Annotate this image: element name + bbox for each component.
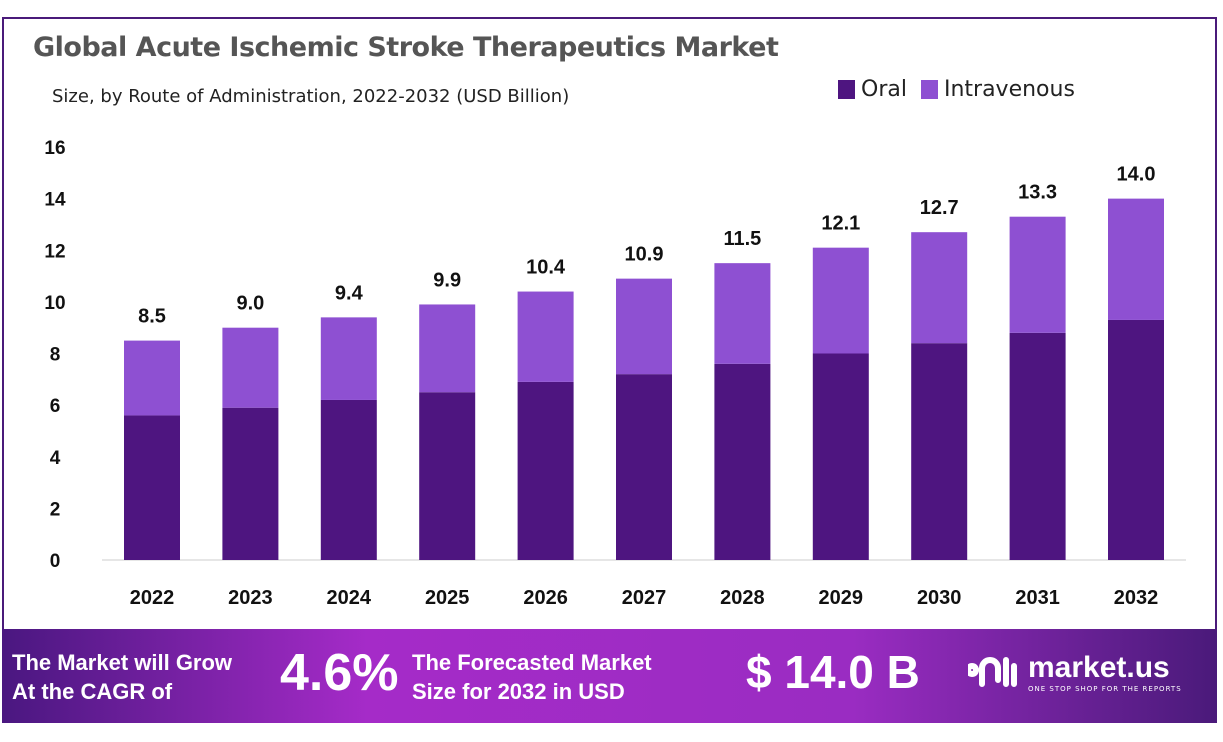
data-label-total: 8.5 bbox=[138, 306, 166, 328]
x-tick-label: 2022 bbox=[130, 587, 175, 609]
data-label-total: 9.4 bbox=[335, 282, 364, 304]
legend: Oral Intravenous bbox=[838, 77, 1075, 102]
bar-intravenous-2030 bbox=[911, 232, 968, 344]
x-tick-label: 2028 bbox=[720, 587, 765, 609]
banner-text-grow: The Market will Grow bbox=[12, 650, 233, 675]
data-label-total: 10.4 bbox=[526, 257, 566, 279]
chart-title: Global Acute Ischemic Stroke Therapeutic… bbox=[33, 32, 779, 63]
bar-intravenous-2027 bbox=[616, 278, 672, 375]
data-label-total: 13.3 bbox=[1018, 182, 1057, 204]
y-tick-label: 2 bbox=[50, 499, 61, 520]
bar-oral-2028 bbox=[714, 363, 771, 560]
bar-intravenous-2024 bbox=[320, 317, 377, 400]
x-tick-label: 2026 bbox=[523, 587, 568, 609]
bar-oral-2027 bbox=[616, 374, 672, 560]
chart-frame bbox=[2, 17, 1217, 629]
y-tick-label: 16 bbox=[44, 138, 65, 159]
legend-swatch-intravenous bbox=[920, 80, 938, 99]
bar-intravenous-2025 bbox=[419, 304, 476, 393]
bar-intravenous-2031 bbox=[1009, 216, 1066, 333]
data-label-total: 11.5 bbox=[723, 228, 761, 250]
x-tick-label: 2030 bbox=[917, 587, 962, 609]
legend-swatch-oral bbox=[838, 80, 855, 99]
bar-oral-2029 bbox=[812, 353, 869, 560]
bar-oral-2031 bbox=[1009, 332, 1066, 560]
data-label-total: 9.9 bbox=[433, 269, 461, 291]
data-label-total: 12.1 bbox=[821, 213, 860, 235]
logo-name: market.us bbox=[1028, 651, 1170, 684]
banner-text-forecast: The Forecasted Market bbox=[412, 650, 652, 675]
bar-oral-2024 bbox=[320, 399, 377, 560]
x-tick-label: 2031 bbox=[1015, 587, 1060, 609]
bar-intravenous-2022 bbox=[124, 340, 180, 416]
banner-text-cagr-label: At the CAGR of bbox=[12, 679, 173, 704]
bar-intravenous-2026 bbox=[517, 291, 574, 382]
x-tick-label: 2032 bbox=[1114, 587, 1159, 609]
legend-label-oral: Oral bbox=[861, 77, 907, 102]
y-tick-label: 10 bbox=[44, 293, 65, 314]
legend-item-intravenous: Intravenous bbox=[920, 77, 1075, 102]
data-label-total: 9.0 bbox=[236, 293, 264, 315]
legend-item-oral: Oral bbox=[838, 77, 907, 102]
y-tick-label: 4 bbox=[50, 448, 61, 469]
logo: market.us ONE STOP SHOP FOR THE REPORTS bbox=[968, 651, 1182, 693]
y-tick-label: 12 bbox=[44, 241, 65, 262]
bar-intravenous-2023 bbox=[222, 327, 279, 408]
y-tick-label: 8 bbox=[50, 345, 61, 366]
bar-oral-2025 bbox=[419, 392, 476, 560]
data-label-total: 12.7 bbox=[920, 197, 959, 219]
bar-oral-2023 bbox=[222, 407, 279, 560]
legend-label-intravenous: Intravenous bbox=[943, 77, 1075, 102]
x-tick-label: 2027 bbox=[622, 587, 667, 609]
chart-subtitle: Size, by Route of Administration, 2022-2… bbox=[52, 86, 570, 107]
bar-oral-2032 bbox=[1108, 319, 1164, 560]
cagr-value: 4.6% bbox=[280, 644, 399, 702]
bar-oral-2030 bbox=[911, 343, 968, 560]
bar-intravenous-2029 bbox=[812, 247, 869, 354]
logo-tagline: ONE STOP SHOP FOR THE REPORTS bbox=[1028, 685, 1182, 693]
x-tick-label: 2023 bbox=[228, 587, 273, 609]
y-tick-label: 6 bbox=[50, 396, 61, 417]
x-tick-label: 2024 bbox=[327, 587, 372, 609]
bar-intravenous-2028 bbox=[714, 263, 771, 364]
x-tick-label: 2025 bbox=[425, 587, 470, 609]
market-size-value: $ 14.0 B bbox=[746, 646, 920, 698]
x-tick-label: 2029 bbox=[819, 587, 864, 609]
y-tick-label: 14 bbox=[44, 190, 66, 211]
market-us-logo-icon bbox=[968, 657, 1017, 687]
bar-chart: 0 2 4 6 8 10 12 14 16 8.5 2022 9.0 2023 9.4 2024 9.9 202… bbox=[44, 138, 1186, 609]
bar-oral-2022 bbox=[124, 415, 180, 560]
y-tick-label: 0 bbox=[50, 551, 61, 572]
data-label-total: 14.0 bbox=[1117, 164, 1156, 186]
bar-intravenous-2032 bbox=[1108, 198, 1164, 320]
summary-banner: The Market will Grow At the CAGR of 4.6%… bbox=[2, 629, 1217, 723]
bar-oral-2026 bbox=[517, 381, 574, 560]
data-label-total: 10.9 bbox=[625, 244, 664, 266]
banner-text-size-label: Size for 2032 in USD bbox=[412, 679, 625, 704]
